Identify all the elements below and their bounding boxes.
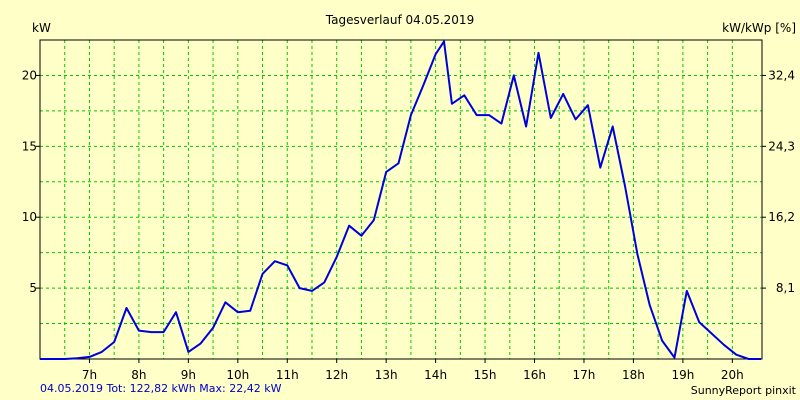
footer-summary: 04.05.2019 Tot: 122,82 kWh Max: 22,42 kW [40, 382, 282, 395]
x-tick-label: 16h [523, 368, 546, 382]
x-tick-label: 14h [424, 368, 447, 382]
right-y-axis-ticks: 8,1 16,2 24,3 32,4 [762, 68, 795, 295]
left-y-tick-label: 5 [29, 281, 37, 295]
left-y-tick-label: 15 [22, 139, 37, 153]
right-y-tick-label: 24,3 [768, 139, 795, 153]
x-tick-label: 12h [325, 368, 348, 382]
x-tick-label: 7h [82, 368, 97, 382]
x-tick-label: 17h [573, 368, 596, 382]
x-tick-label: 10h [226, 368, 249, 382]
power-series-line [40, 40, 761, 360]
x-axis-ticks: 7h 8h 9h 10h 11h 12h 13h 14h 15h 16h 17h 18h 19h 20h [82, 359, 744, 382]
x-tick-label: 11h [276, 368, 299, 382]
x-tick-label: 20h [721, 368, 744, 382]
grid-lines [40, 40, 762, 359]
footer-credit: SunnyReport pinxit [691, 384, 797, 397]
left-y-tick-label: 10 [22, 210, 37, 224]
x-tick-label: 8h [131, 368, 146, 382]
right-y-tick-label: 32,4 [768, 68, 795, 82]
left-axis-unit: kW [32, 21, 51, 35]
x-tick-label: 9h [181, 368, 196, 382]
right-axis-unit: kW/kWp [%] [722, 21, 796, 35]
x-tick-label: 18h [622, 368, 645, 382]
chart-title: Tagesverlauf 04.05.2019 [325, 13, 474, 27]
left-y-axis-ticks: 5 10 15 20 [22, 68, 40, 295]
right-y-tick-label: 16,2 [768, 210, 795, 224]
right-y-tick-label: 8,1 [776, 281, 795, 295]
plot-frame [39, 39, 763, 360]
left-y-tick-label: 20 [22, 68, 37, 82]
x-tick-label: 19h [671, 368, 694, 382]
x-tick-label: 15h [474, 368, 497, 382]
x-tick-label: 13h [375, 368, 398, 382]
